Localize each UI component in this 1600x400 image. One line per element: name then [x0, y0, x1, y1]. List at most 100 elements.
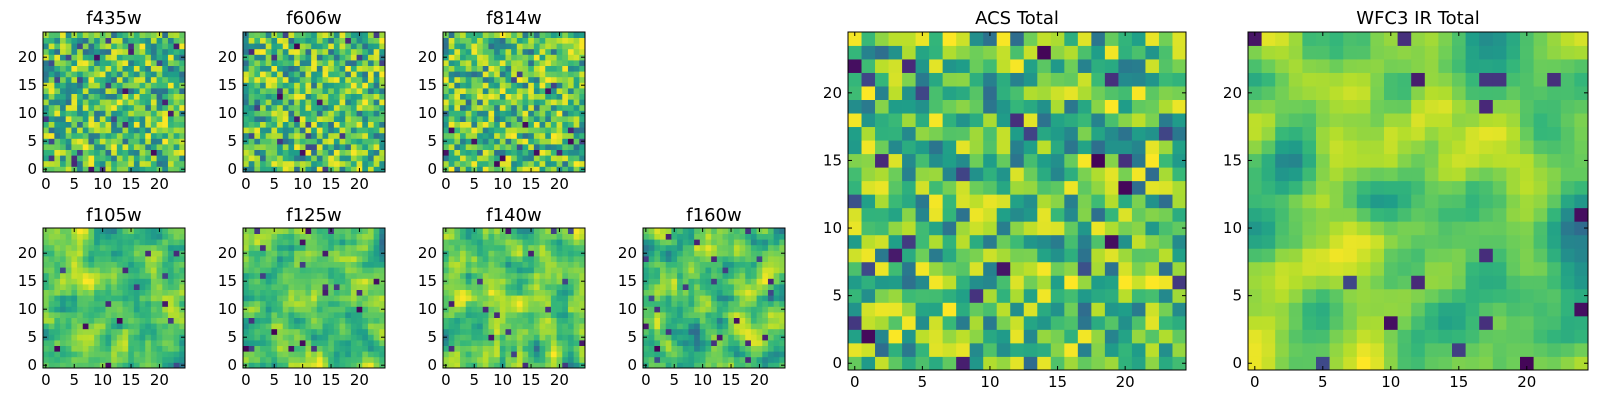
heatmap-cell — [48, 110, 55, 117]
heatmap-cell — [248, 284, 255, 290]
heatmap-cell — [173, 250, 180, 257]
heatmap-cell — [516, 272, 523, 279]
heatmap-cell — [265, 317, 272, 324]
heatmap-cell — [522, 239, 529, 246]
heatmap-cell — [848, 288, 862, 303]
heatmap-cell — [648, 272, 655, 279]
heatmap-cell — [888, 248, 903, 263]
heatmap-cell — [454, 132, 461, 139]
heatmap-cell — [762, 233, 769, 240]
heatmap-cell — [448, 256, 455, 262]
heatmap-cell — [902, 261, 916, 276]
heatmap-cell — [254, 323, 261, 330]
heatmap-cell — [282, 261, 289, 268]
heatmap-cell — [333, 116, 340, 122]
heatmap-cell — [339, 48, 346, 55]
heatmap-cell — [277, 76, 284, 83]
heatmap-cell — [322, 54, 329, 61]
heatmap-cell — [562, 116, 569, 122]
heatmap-cell — [243, 256, 250, 262]
heatmap-cell — [539, 127, 546, 134]
heatmap-cell — [299, 43, 306, 50]
heatmap-cell — [379, 60, 386, 66]
heatmap-cell — [465, 110, 472, 117]
heatmap-cell — [516, 71, 523, 78]
heatmap-cell — [511, 132, 518, 139]
y-tick-label: 15 — [218, 76, 237, 94]
heatmap-cell — [339, 284, 346, 290]
heatmap-cell — [116, 233, 123, 240]
heatmap-cell — [254, 127, 261, 134]
heatmap-cell — [345, 82, 352, 89]
heatmap-cell — [345, 37, 352, 44]
heatmap-cell — [688, 261, 695, 268]
heatmap-cell — [516, 43, 523, 50]
heatmap-cell — [567, 289, 575, 296]
heatmap-cell — [316, 278, 323, 285]
heatmap-cell — [128, 351, 135, 358]
heatmap-cell — [167, 289, 175, 296]
heatmap-cell — [477, 43, 484, 50]
heatmap-cell — [528, 312, 535, 318]
heatmap-cell — [316, 116, 323, 122]
heatmap-cell — [682, 317, 689, 324]
heatmap-cell — [562, 166, 569, 173]
heatmap-cell — [1118, 302, 1133, 317]
heatmap-cell — [271, 261, 278, 268]
heatmap-cell — [477, 76, 484, 83]
heatmap-cell — [460, 256, 467, 262]
heatmap-cell — [969, 194, 984, 209]
heatmap-cell — [316, 60, 323, 66]
heatmap-cell — [1050, 315, 1065, 330]
heatmap-cell — [260, 60, 267, 66]
heatmap-cell — [82, 300, 89, 307]
y-tick-label: 10 — [18, 104, 37, 122]
heatmap-cell — [505, 244, 512, 251]
heatmap-cell — [271, 60, 278, 66]
heatmap-cell — [1037, 261, 1052, 276]
heatmap-cell — [460, 340, 467, 346]
heatmap-cell — [156, 132, 163, 139]
heatmap-cell — [54, 110, 61, 117]
heatmap-cell — [322, 228, 329, 234]
heatmap-cell — [528, 317, 535, 324]
heatmap-cell — [367, 289, 375, 296]
heatmap-cell — [505, 228, 512, 234]
heatmap-cell — [294, 278, 301, 285]
heatmap-cell — [88, 345, 95, 352]
heatmap-cell — [482, 351, 489, 358]
heatmap-cell — [48, 82, 55, 89]
heatmap-cell — [94, 267, 101, 274]
heatmap-cell — [477, 132, 484, 139]
heatmap-cell — [460, 93, 467, 100]
heatmap-cell — [116, 93, 123, 100]
heatmap-cell — [556, 121, 563, 128]
heatmap-cell — [82, 132, 89, 139]
heatmap-cell — [362, 110, 369, 117]
heatmap-cell — [556, 323, 563, 330]
heatmap-cell — [94, 138, 101, 145]
heatmap-cell — [116, 300, 123, 307]
heatmap-cell — [942, 315, 957, 330]
heatmap-cell — [305, 334, 312, 341]
heatmap-cell — [848, 207, 862, 222]
heatmap-cell — [562, 272, 569, 279]
heatmap-cell — [1077, 234, 1092, 249]
heatmap-cell — [316, 239, 323, 246]
heatmap-cell — [167, 362, 175, 369]
heatmap-cell — [545, 99, 552, 106]
heatmap-cell — [311, 65, 318, 72]
heatmap-cell — [105, 250, 112, 257]
heatmap-cell — [373, 132, 380, 139]
heatmap-cell — [48, 65, 55, 72]
heatmap-cell — [465, 149, 472, 156]
heatmap-cell — [173, 362, 180, 369]
heatmap-cell — [71, 300, 78, 307]
heatmap-cell — [716, 272, 723, 279]
x-tick-label: 0 — [641, 371, 651, 389]
heatmap-cell — [522, 351, 529, 358]
heatmap-cell — [179, 144, 186, 150]
heatmap-cell — [122, 71, 129, 78]
heatmap-cell — [460, 239, 467, 246]
heatmap-cell — [482, 323, 489, 330]
